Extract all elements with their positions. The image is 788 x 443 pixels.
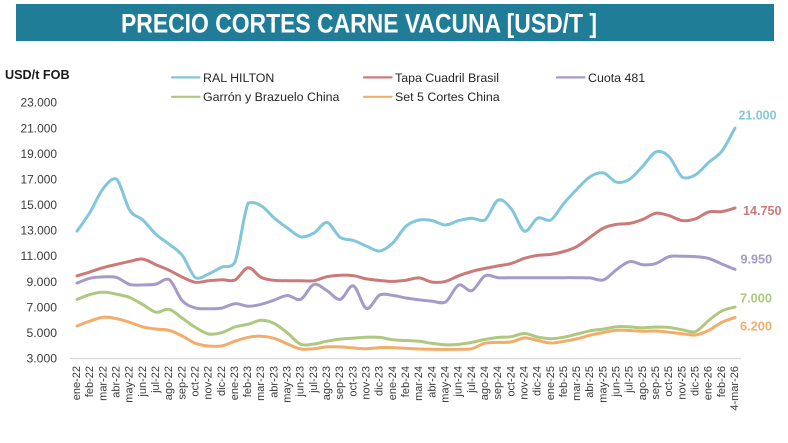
svg-text:may-24: may-24 (440, 366, 452, 403)
svg-text:Garrón y Brazuelo China: Garrón y Brazuelo China (203, 90, 339, 104)
svg-text:may-25: may-25 (597, 366, 609, 403)
svg-text:17.000: 17.000 (21, 174, 58, 186)
svg-text:feb-22: feb-22 (84, 366, 96, 397)
svg-text:15.000: 15.000 (21, 200, 58, 212)
svg-text:feb-25: feb-25 (558, 366, 570, 397)
svg-text:jun-25: jun-25 (611, 366, 623, 398)
svg-text:Set 5 Cortes China: Set 5 Cortes China (395, 90, 500, 104)
svg-text:Cuota 481: Cuota 481 (588, 71, 645, 85)
svg-text:may-23: may-23 (282, 366, 294, 403)
svg-text:ene-23: ene-23 (229, 366, 241, 400)
svg-text:abr-23: abr-23 (268, 366, 280, 398)
svg-text:ene-25: ene-25 (545, 366, 557, 400)
svg-text:23.000: 23.000 (21, 98, 58, 110)
svg-text:PRECIO CORTES CARNE VACUNA [US: PRECIO CORTES CARNE VACUNA [USD/T ] (121, 8, 597, 38)
svg-text:jun-23: jun-23 (295, 366, 307, 398)
svg-text:mar-25: mar-25 (571, 366, 583, 401)
svg-text:21.000: 21.000 (21, 123, 58, 135)
svg-text:ago-23: ago-23 (321, 366, 333, 400)
svg-text:jul-24: jul-24 (466, 366, 478, 394)
svg-text:abr-24: abr-24 (426, 366, 438, 398)
svg-text:Tapa Cuadril Brasil: Tapa Cuadril Brasil (395, 71, 499, 85)
svg-text:oct-24: oct-24 (505, 366, 517, 397)
svg-text:7.000: 7.000 (740, 292, 772, 306)
svg-text:14.750: 14.750 (743, 204, 782, 218)
svg-text:abr-22: abr-22 (111, 366, 123, 398)
svg-text:sep-25: sep-25 (650, 366, 662, 400)
svg-text:oct-22: oct-22 (189, 366, 201, 397)
svg-text:sep-24: sep-24 (492, 366, 504, 400)
svg-text:sep-23: sep-23 (334, 366, 346, 400)
svg-text:dic-23: dic-23 (374, 366, 386, 396)
svg-text:ene-22: ene-22 (71, 366, 83, 400)
svg-text:feb-23: feb-23 (242, 366, 254, 397)
svg-text:oct-23: oct-23 (347, 366, 359, 397)
svg-text:dic-22: dic-22 (216, 366, 228, 396)
svg-text:3.000: 3.000 (27, 354, 58, 366)
svg-text:ago-22: ago-22 (163, 366, 175, 400)
svg-text:abr-25: abr-25 (584, 366, 596, 398)
svg-text:ene-24: ene-24 (387, 366, 399, 400)
svg-text:5.000: 5.000 (27, 328, 58, 340)
svg-text:nov-22: nov-22 (203, 366, 215, 400)
svg-text:jul-23: jul-23 (308, 366, 320, 394)
svg-text:nov-25: nov-25 (676, 366, 688, 400)
svg-text:nov-24: nov-24 (518, 366, 530, 400)
svg-text:ene-26: ene-26 (703, 366, 715, 400)
svg-text:dic-25: dic-25 (690, 366, 702, 396)
svg-text:nov-23: nov-23 (361, 366, 373, 400)
svg-text:4-mar-26: 4-mar-26 (729, 366, 741, 411)
svg-text:oct-25: oct-25 (663, 366, 675, 397)
svg-text:sep-22: sep-22 (176, 366, 188, 400)
svg-text:mar-24: mar-24 (413, 366, 425, 401)
svg-text:ago-25: ago-25 (637, 366, 649, 400)
svg-text:RAL HILTON: RAL HILTON (203, 71, 274, 85)
svg-text:feb-24: feb-24 (400, 366, 412, 397)
svg-text:9.950: 9.950 (741, 253, 773, 267)
svg-text:jul-25: jul-25 (624, 366, 636, 394)
svg-text:may-22: may-22 (124, 366, 136, 403)
svg-text:jul-22: jul-22 (150, 366, 162, 394)
svg-text:ago-24: ago-24 (479, 366, 491, 400)
svg-text:9.000: 9.000 (27, 277, 58, 289)
svg-text:7.000: 7.000 (27, 302, 58, 314)
svg-text:jun-22: jun-22 (137, 366, 149, 398)
svg-text:6.200: 6.200 (740, 319, 772, 333)
svg-text:dic-24: dic-24 (532, 366, 544, 396)
svg-text:19.000: 19.000 (21, 149, 58, 161)
svg-text:11.000: 11.000 (21, 251, 58, 263)
svg-text:mar-22: mar-22 (97, 366, 109, 401)
svg-text:mar-23: mar-23 (255, 366, 267, 401)
svg-text:jun-24: jun-24 (453, 366, 465, 398)
svg-text:feb-26: feb-26 (716, 366, 728, 397)
svg-text:13.000: 13.000 (21, 226, 58, 238)
svg-text:21.000: 21.000 (739, 108, 777, 122)
svg-text:USD/t FOB: USD/t FOB (5, 67, 70, 82)
